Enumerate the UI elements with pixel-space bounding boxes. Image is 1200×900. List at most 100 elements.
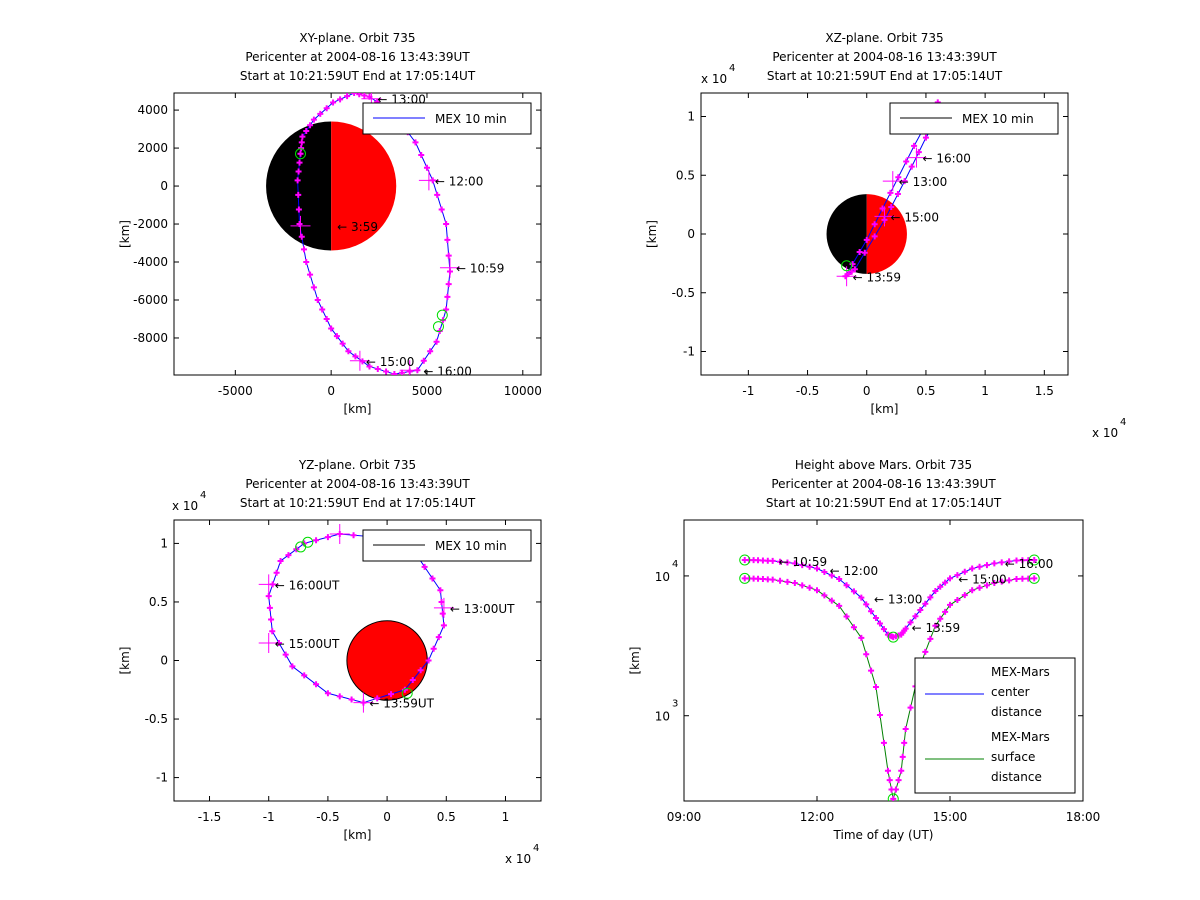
x-tick-label: -5000 [218,384,253,398]
orbit-marker [1019,575,1026,582]
orbit-marker [836,576,843,583]
orbit-marker [336,693,343,700]
orbit-marker [301,672,308,679]
time-annotation: ← 13:00 [874,592,922,606]
y-tick-label: 0.5 [149,595,168,609]
x-tick-label: 18:00 [1066,810,1101,824]
orbit-marker [927,635,934,642]
x-tick-label: 1.5 [1035,384,1054,398]
y-tick-label: 1 [687,110,695,124]
orbit-marker [425,657,432,664]
y-axis-label: [km] [118,220,132,248]
orbit-marker [303,259,310,266]
orbit-marker [330,99,337,106]
orbit-marker [437,587,444,594]
orbit-marker [269,628,276,635]
orbit-marker [323,315,330,322]
orbit-marker [337,96,344,103]
orbit-marker [876,711,883,718]
time-annotation: ← 16:00UT [275,578,340,592]
orbit-marker [806,563,813,570]
orbit-marker [903,158,910,165]
orbit-marker [937,583,944,590]
x-tick-label: 5000 [412,384,443,398]
time-annotation: ← 12:00 [435,174,483,188]
x-tick-label: -1 [263,810,275,824]
endpoint-circle [1028,554,1040,566]
x-tick-label: 1 [981,384,989,398]
y-tick-label: -1 [156,771,168,785]
y-tick-label: 1 [160,536,168,550]
chart-title-line: YZ-plane. Orbit 735 [298,458,416,472]
orbit-marker [843,613,850,620]
x-axis-label: Time of day (UT) [833,828,934,842]
chart-title-line: Start at 10:21:59UT End at 17:05:14UT [766,496,1002,510]
orbit-marker [298,233,305,240]
time-annotation: ← 13:00UT [450,602,515,616]
orbit-marker [983,582,990,589]
orbit-marker [894,191,901,198]
hour-cross-marker [882,171,903,192]
orbit-marker [282,651,289,658]
x-tick-label: 10000 [504,384,542,398]
y-tick-label: 0 [160,179,168,193]
orbit-marker [313,537,320,544]
orbit-marker [969,587,976,594]
orbit-marker [438,206,445,213]
time-annotation: ← 3:59 [337,220,378,234]
x-axis-label: [km] [343,828,371,842]
legend-label: MEX-Mars [991,665,1050,679]
x-exponent-label: x 10 [505,852,531,866]
orbit-marker [294,177,301,184]
orbit-marker [843,582,850,589]
orbit-marker [333,333,340,340]
endpoint-circle [1028,572,1040,584]
orbit-marker [911,142,918,149]
y-tick-label: 10 [655,710,670,724]
orbit-marker [849,261,856,268]
x-tick-label: 0 [383,810,391,824]
orbit-marker [887,189,894,196]
y-tick-label: 4000 [137,103,168,117]
data-gap-circle [302,536,314,548]
legend-label: MEX-Mars [991,730,1050,744]
time-annotation: ← 15:00 [958,572,1006,586]
orbit-marker [429,575,436,582]
orbit-marker [791,579,798,586]
orbit-marker [1025,575,1032,582]
orbit-marker [268,616,275,623]
x-exponent-power: 4 [1120,417,1126,428]
orbit-marker [863,651,870,658]
time-annotation: ← 13:59 [912,621,960,635]
orbit-marker [418,152,425,159]
mars-night-side [826,194,867,274]
orbit-marker [821,569,828,576]
y-tick-label: -1 [683,345,695,359]
hour-cross-marker [258,574,279,595]
mars-day-side [866,194,907,274]
hour-cross-marker [439,257,460,278]
orbit-marker [1031,556,1038,563]
orbit-marker [892,786,899,793]
orbit-marker [884,767,891,774]
data-gap-circle [401,687,413,699]
x-exponent-label: x 10 [1092,426,1118,440]
x-exponent-power: 4 [533,843,539,854]
time-annotation: ← 10:59 [779,555,827,569]
hour-cross-marker [353,692,374,713]
orbit-marker [876,620,883,627]
orbit-marker [345,348,352,355]
y-tick-label: -4000 [133,255,168,269]
orbit-marker [266,604,273,611]
chart-title-line: Start at 10:21:59UT End at 17:05:14UT [240,69,476,83]
orbit-marker [307,271,314,278]
x-tick-label: -0.5 [316,810,339,824]
orbit-marker [1013,576,1020,583]
orbit-marker [791,560,798,567]
orbit-marker [295,168,302,175]
orbit-marker [317,110,324,117]
orbit-marker [890,795,897,801]
y-tick-exponent: 3 [672,699,678,710]
y-exponent-label: x 10 [701,72,727,86]
orbit-marker [777,558,784,565]
